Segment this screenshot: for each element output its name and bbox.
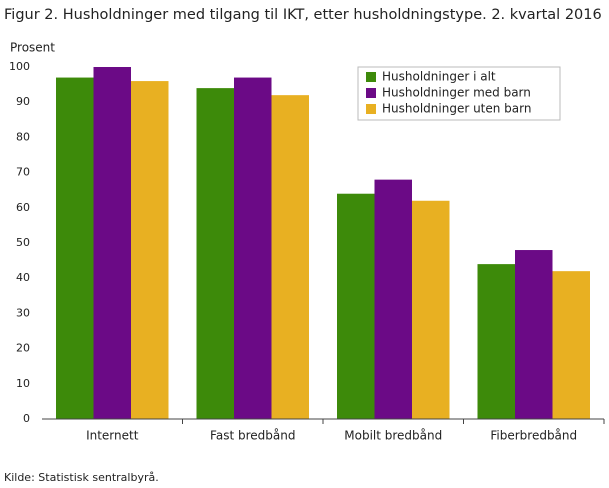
x-tick-label: Fiberbredbånd xyxy=(490,429,577,443)
bar xyxy=(93,67,131,419)
y-tick-label: 0 xyxy=(23,412,30,425)
y-axis-label: Prosent xyxy=(10,41,55,55)
x-tick-label: Fast bredbånd xyxy=(210,429,295,443)
bar xyxy=(131,81,169,419)
y-tick-label: 50 xyxy=(16,236,30,249)
chart-title: Figur 2. Husholdninger med tilgang til I… xyxy=(4,7,602,23)
bar xyxy=(515,250,553,419)
legend-label: Husholdninger uten barn xyxy=(382,102,531,116)
y-tick-label: 100 xyxy=(9,60,30,73)
y-tick-label: 20 xyxy=(16,342,30,355)
bar xyxy=(271,95,309,419)
y-tick-label: 80 xyxy=(16,130,30,143)
y-tick-label: 90 xyxy=(16,95,30,108)
bar xyxy=(196,88,234,420)
y-tick-label: 70 xyxy=(16,166,30,179)
bar xyxy=(56,77,94,419)
bar xyxy=(412,200,450,419)
x-tick-label: Mobilt bredbånd xyxy=(344,429,442,443)
legend-swatch xyxy=(366,72,376,82)
bar xyxy=(477,264,515,419)
bar xyxy=(337,193,375,419)
bar xyxy=(374,179,412,419)
legend-swatch xyxy=(366,104,376,114)
legend-box xyxy=(357,66,561,121)
legend-swatch xyxy=(366,88,376,98)
source: Kilde: Statistisk sentralbyrå. xyxy=(4,471,159,484)
bar xyxy=(234,77,272,419)
x-tick-label: Internett xyxy=(86,429,139,443)
y-tick-label: 30 xyxy=(16,306,30,319)
y-tick-label: 40 xyxy=(16,271,30,284)
legend-label: Husholdninger med barn xyxy=(382,86,531,100)
y-tick-label: 10 xyxy=(16,377,30,390)
y-tick-label: 60 xyxy=(16,201,30,214)
bar xyxy=(552,271,590,419)
legend-label: Husholdninger i alt xyxy=(382,70,496,84)
